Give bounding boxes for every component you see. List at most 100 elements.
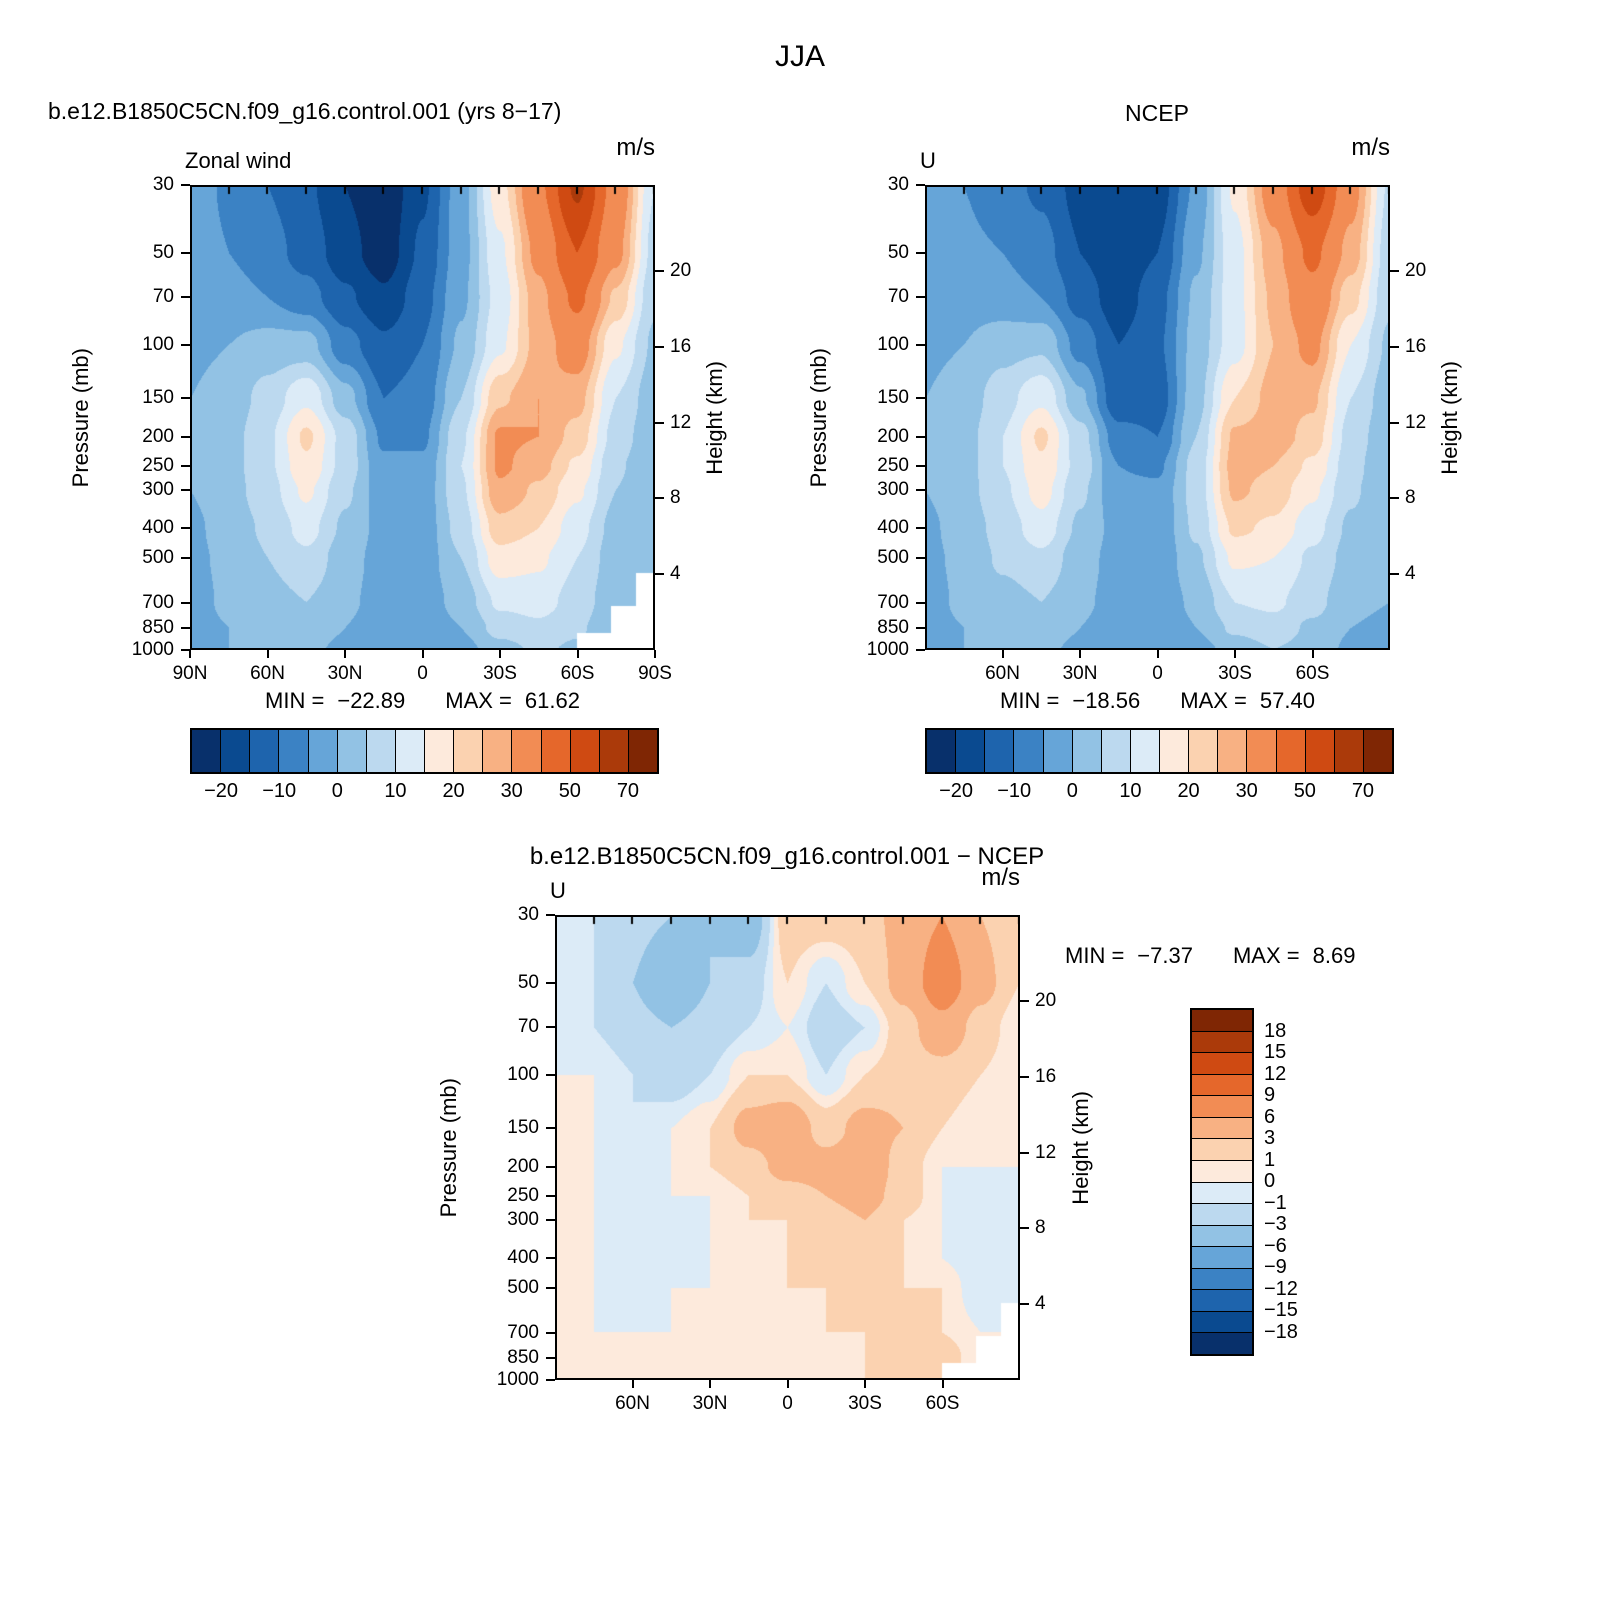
height-tick (655, 345, 664, 348)
model-units-label: m/s (616, 134, 655, 161)
latitude-tick (1156, 650, 1159, 658)
colorbar-cell (425, 730, 455, 772)
latitude-tick (709, 1380, 711, 1388)
height-tick-label: 8 (1405, 487, 1416, 509)
ncep-min-value: −18.56 (1072, 688, 1141, 713)
colorbar-cell (1014, 730, 1044, 772)
colorbar-tick-label: −9 (1264, 1256, 1287, 1278)
colorbar-cell (541, 730, 571, 772)
pressure-tick-label: 1000 (131, 639, 174, 660)
pressure-tick (916, 649, 925, 651)
height-tick-label: 16 (1405, 335, 1427, 357)
model-panel-title: b.e12.B1850C5CN.f09_g16.control.001 (yrs… (48, 98, 562, 124)
pressure-tick-label: 700 (507, 1321, 539, 1343)
pressure-tick (916, 601, 925, 604)
colorbar-tick-label: −10 (262, 780, 297, 802)
ncep-colorbar: −20 −10 0 10 20 30 50 70 (925, 728, 1394, 802)
colorbar-cell (1192, 1311, 1252, 1334)
pressure-tick (546, 1331, 555, 1334)
pressure-tick-label: 500 (507, 1277, 539, 1299)
pressure-tick-label: 200 (142, 425, 174, 447)
pressure-tick-label: 70 (152, 286, 174, 308)
model-height-axis-title: Height (km) (702, 185, 728, 650)
colorbar-cell (1192, 1204, 1252, 1226)
pressure-tick-label: 250 (507, 1185, 539, 1207)
latitude-tick (1311, 650, 1314, 658)
model-height-axis-text: Height (km) (702, 360, 727, 475)
pressure-tick-label: 150 (142, 387, 174, 409)
colorbar-cell (250, 730, 280, 772)
colorbar-tick-label: 20 (442, 780, 465, 802)
colorbar-cell (1043, 730, 1073, 772)
colorbar-tick-label: 1 (1264, 1148, 1276, 1171)
colorbar-cell (1192, 1117, 1252, 1140)
height-tick (1020, 1000, 1029, 1003)
diff-colorbar: 18 15 12 9 6 3 1 0 −1 −3 −6 −9 −12 −15 −18 (1190, 1008, 1298, 1356)
model-max-label: MAX = (445, 688, 512, 713)
pressure-tick (546, 914, 555, 916)
latitude-tick (344, 650, 346, 658)
pressure-tick (181, 627, 190, 630)
pressure-tick (546, 1026, 555, 1029)
height-tick-label: 8 (1035, 1217, 1046, 1239)
pressure-tick (546, 1287, 555, 1290)
colorbar-tick-label: −20 (939, 780, 974, 802)
height-tick-label: 4 (1035, 1293, 1046, 1315)
colorbar-tick-label: −20 (204, 780, 239, 802)
pressure-tick-label: 250 (142, 455, 174, 477)
colorbar-tick-label: −3 (1264, 1213, 1287, 1235)
height-tick (1390, 421, 1399, 424)
ncep-height-axis-title: Height (km) (1437, 185, 1463, 650)
pressure-tick (916, 489, 925, 492)
diff-minmax: MIN = −7.37 MAX = 8.69 (1065, 943, 1355, 969)
colorbar-cell (1192, 1247, 1252, 1269)
latitude-tick-label: 90S (638, 663, 672, 684)
colorbar-tick-label: −18 (1264, 1320, 1298, 1343)
diff-min-label: MIN = (1065, 943, 1125, 968)
pressure-tick-label: 200 (877, 425, 909, 447)
colorbar-tick-label: 12 (1264, 1062, 1287, 1085)
height-tick (1020, 1151, 1029, 1154)
latitude-tick (576, 650, 579, 658)
diff-max-label: MAX = (1232, 943, 1300, 968)
height-tick-label: 12 (670, 411, 692, 433)
pressure-tick (546, 1073, 555, 1076)
latitude-tick-label: 30N (1062, 663, 1098, 684)
height-tick-label: 20 (1035, 990, 1057, 1012)
colorbar-tick-label: 70 (1351, 780, 1375, 802)
colorbar-cell (1363, 730, 1392, 772)
height-tick (1020, 1227, 1029, 1230)
colorbar-tick-label: −15 (1264, 1299, 1298, 1321)
height-tick-label: 20 (670, 260, 692, 282)
diff-units-label: m/s (981, 864, 1020, 891)
latitude-tick-label: 60S (560, 663, 595, 684)
colorbar-cell (279, 730, 309, 772)
model-max-value: 61.62 (524, 688, 580, 713)
pressure-tick (181, 435, 190, 438)
colorbar-cell (1192, 1160, 1252, 1183)
height-tick-label: 12 (1405, 411, 1427, 433)
pressure-tick-label: 70 (887, 286, 909, 308)
pressure-tick (546, 1127, 555, 1130)
diff-panel-title: b.e12.B1850C5CN.f09_g16.control.001 − NC… (529, 843, 1045, 870)
pressure-tick (546, 1379, 555, 1381)
colorbar-cell (628, 730, 657, 772)
pressure-tick-label: 300 (507, 1209, 539, 1231)
latitude-tick-label: 60N (985, 663, 1020, 684)
pressure-tick (181, 251, 190, 254)
model-min-value: −22.89 (337, 688, 406, 713)
height-tick-label: 16 (1035, 1065, 1057, 1087)
latitude-tick (1001, 650, 1004, 658)
diff-pressure-axis-text: Pressure (mb) (436, 1077, 461, 1218)
height-tick-label: 20 (1405, 260, 1427, 282)
height-tick-label: 16 (670, 335, 692, 357)
pressure-tick (181, 465, 190, 468)
ncep-max-label: MAX = (1180, 688, 1247, 713)
ncep-plot: 30 50 70 100 150 200 250 300 400 500 700 850 1000 20 1… (867, 174, 1426, 684)
pressure-tick (181, 184, 190, 186)
colorbar-cell (1305, 730, 1335, 772)
latitude-tick (631, 1380, 634, 1388)
height-tick (655, 573, 664, 576)
pressure-tick-label: 30 (152, 174, 174, 195)
colorbar-cell (1192, 1268, 1252, 1291)
